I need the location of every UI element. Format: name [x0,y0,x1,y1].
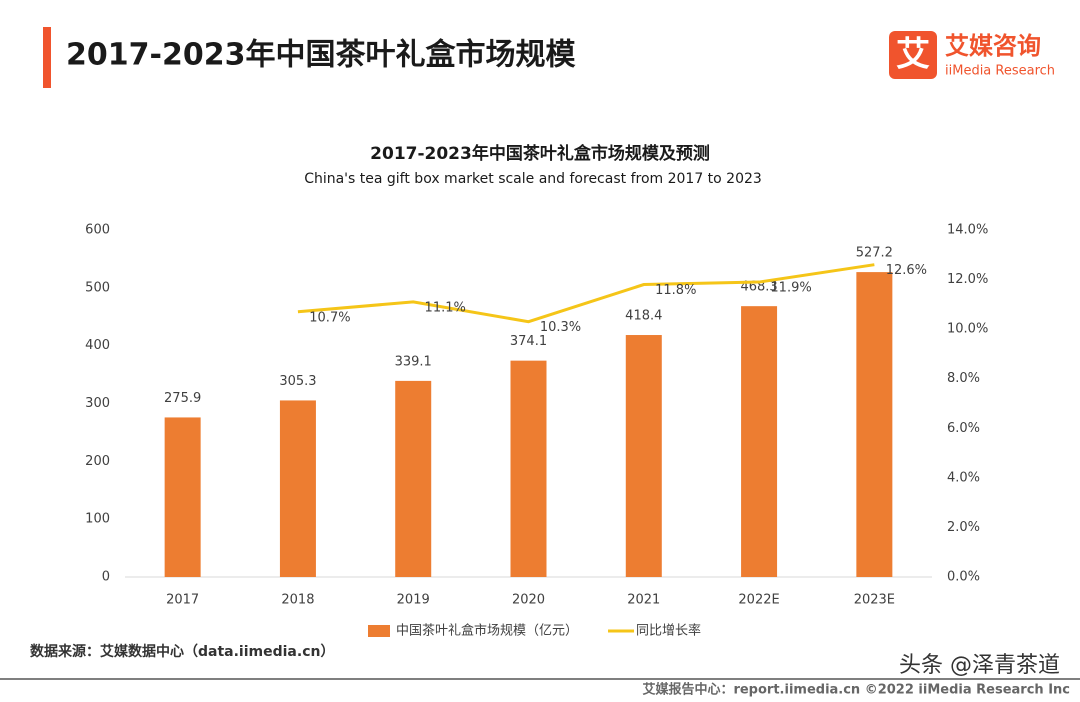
y2-tick-label: 14.0% [947,223,988,238]
y2-tick-label: 12.0% [947,272,988,287]
x-tick-label: 2017 [166,593,199,608]
line-label: 11.9% [770,281,811,296]
bar [164,417,201,577]
y-tick-label: 500 [85,280,110,295]
y-tick-label: 400 [85,338,110,353]
line-label: 10.3% [540,320,581,335]
growth-line [297,263,875,324]
source: 数据来源：艾媒数据中心（data.iimedia.cn） [30,643,334,660]
logo-icon-bg [889,31,937,79]
bar [625,335,662,577]
legend-swatch [368,625,390,637]
logo-icon: 艾 [896,35,930,75]
x-tick-label: 2019 [397,593,430,608]
bar-label: 418.4 [625,309,662,324]
title-accent [43,27,51,88]
bar-label: 339.1 [395,354,432,369]
y2-tick-label: 10.0% [947,322,988,337]
y-tick-label: 300 [85,396,110,411]
x-tick-label: 2022E [738,593,779,608]
bar-label: 527.2 [856,246,893,261]
x-tick-label: 2018 [281,593,314,608]
y2-tick-label: 4.0% [947,470,980,485]
y-tick-label: 0 [102,570,110,585]
y-tick-label: 200 [85,454,110,469]
logo-en: iiMedia Research [945,64,1055,79]
line-label: 11.8% [655,283,696,298]
bar-label: 374.1 [510,334,547,349]
line-label: 10.7% [309,310,350,325]
y2-tick-label: 8.0% [947,371,980,386]
y-tick-label: 100 [85,512,110,527]
watermark: 头条 @泽青茶道 [899,653,1060,678]
y2-tick-label: 0.0% [947,570,980,585]
line-label: 12.6% [886,263,927,278]
bar-label: 275.9 [164,391,201,406]
x-tick-label: 2023E [854,593,895,608]
footer: 艾媒报告中心：report.iimedia.cn ©2022 iiMedia R… [642,682,1070,698]
bar [395,380,432,577]
legend-label: 同比增长率 [636,623,701,639]
x-tick-label: 2021 [627,593,660,608]
legend-label: 中国茶叶礼盒市场规模（亿元） [396,623,578,639]
x-tick-label: 2020 [512,593,545,608]
logo-cn: 艾媒咨询 [945,32,1041,60]
chart-title: 2017-2023年中国茶叶礼盒市场规模及预测 [370,143,710,164]
y-tick-label: 600 [85,223,110,238]
y2-tick-label: 6.0% [947,421,980,436]
bar [279,400,316,577]
bar [510,360,547,577]
bar-label: 305.3 [279,374,316,389]
bar [856,272,893,577]
y2-tick-label: 2.0% [947,520,980,535]
line-label: 11.1% [425,300,466,315]
bar [741,306,778,577]
page-title: 2017-2023年中国茶叶礼盒市场规模 [66,38,575,73]
chart-subtitle: China's tea gift box market scale and fo… [304,171,762,187]
